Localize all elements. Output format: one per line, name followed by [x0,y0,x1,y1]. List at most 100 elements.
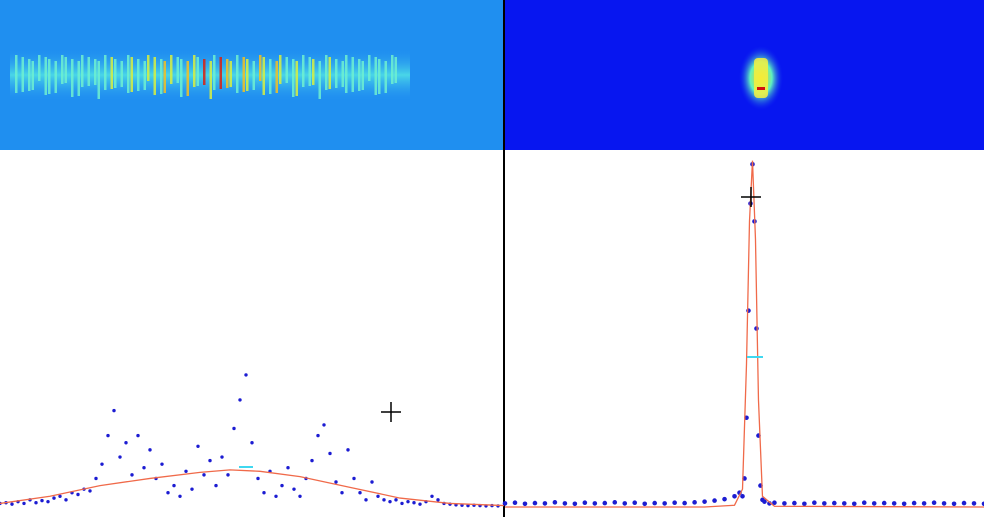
streak [213,55,216,90]
data-point [334,480,338,484]
data-point [106,433,110,438]
data-point [612,500,618,505]
data-point [394,498,398,502]
data-point [190,487,194,491]
data-point [712,498,717,503]
data-point [232,426,236,431]
streak [262,57,265,95]
streak [21,57,24,92]
streak [163,61,166,93]
data-point [921,501,927,506]
streak [15,55,18,93]
data-point [364,498,368,502]
data-point [436,498,440,502]
data-point [280,483,284,488]
fit-line [0,469,505,507]
streak [127,55,130,93]
streak [302,55,305,87]
streak [361,61,364,90]
streak [312,59,315,85]
data-point [88,489,92,493]
streak [104,55,107,90]
streak [345,55,348,93]
data-point [142,466,146,470]
data-point [100,462,104,466]
data-point [522,501,528,507]
streak [196,57,199,86]
streak [209,61,212,99]
data-point [10,502,14,506]
streak [64,57,67,83]
streak [176,57,179,83]
streak [368,55,371,81]
data-point [244,373,248,377]
data-point [891,501,897,506]
streak [391,55,394,84]
streak [160,59,163,94]
streak [335,59,338,88]
data-point [941,501,947,506]
streak [394,57,397,83]
data-point [418,502,422,506]
data-point [672,500,677,506]
streak [110,57,113,89]
data-point [961,500,967,506]
data-point [148,448,152,452]
data-point [346,448,350,452]
data-point [118,455,122,459]
left-image-streaks [15,55,397,99]
data-point [166,491,170,495]
streak [384,61,387,93]
data-point [832,500,837,506]
data-point [292,487,296,491]
data-point [322,423,326,427]
data-point [746,308,751,313]
data-point [502,501,508,506]
data-point [602,500,608,506]
data-point [286,466,290,470]
data-point [632,500,638,506]
data-point [262,491,266,495]
streak [242,57,245,92]
data-point [316,433,320,438]
data-point [196,444,200,449]
streak [31,61,34,90]
streak [186,61,189,96]
data-point [851,501,857,507]
data-point [512,500,518,506]
streak [378,59,381,94]
data-point [178,494,182,498]
data-point [792,500,797,506]
data-point [124,441,128,445]
data-point [542,501,548,506]
streak [252,61,255,90]
data-point [871,501,877,506]
data-point [412,501,416,505]
data-point [130,473,134,477]
data-point [208,458,212,463]
data-point [250,441,254,445]
data-point [388,499,392,504]
data-point [310,458,314,463]
streak [229,61,232,87]
streak [153,57,156,95]
streak [170,55,173,84]
data-point [58,494,62,498]
data-point [592,501,598,506]
streak [61,55,64,84]
streak [285,57,288,83]
streak [203,59,206,85]
right-image-peak [757,87,765,90]
streak [325,55,328,90]
data-point [298,494,302,498]
streak [130,57,133,92]
data-point [22,501,26,506]
data-point [34,501,38,505]
data-point [94,476,98,481]
streak [351,57,354,92]
data-point [358,491,362,495]
streak [308,57,311,86]
data-point [822,501,827,506]
streak [246,59,249,91]
